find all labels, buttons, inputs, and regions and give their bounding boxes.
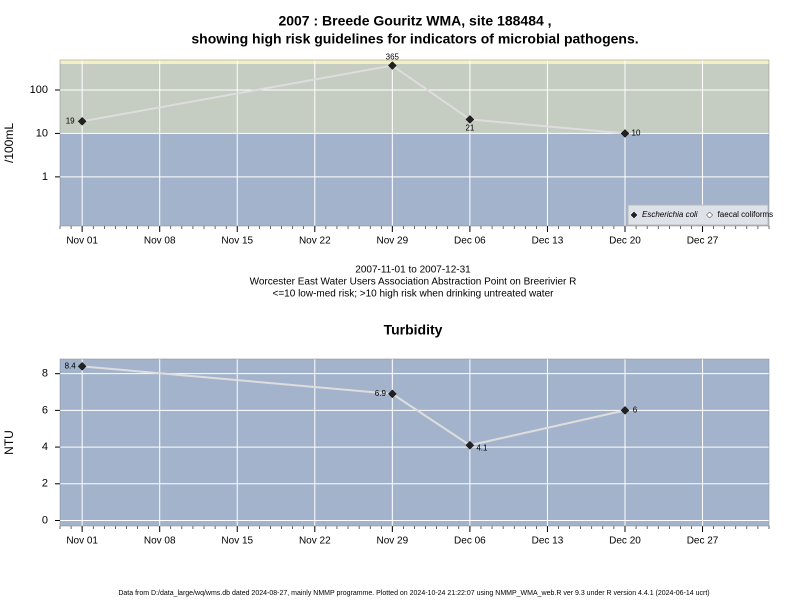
x-tick-label: Dec 27 — [687, 236, 719, 247]
x-tick-label: Nov 01 — [66, 236, 98, 247]
x-tick-label: Dec 06 — [454, 536, 486, 547]
x-tick-label: Dec 20 — [609, 536, 641, 547]
risk-band — [60, 60, 769, 64]
x-tick-label: Dec 27 — [687, 536, 719, 547]
x-tick-label: Nov 15 — [221, 536, 253, 547]
y-tick-label: 2 — [42, 478, 48, 490]
data-label: 6 — [633, 405, 638, 414]
y-tick-label: 6 — [42, 404, 48, 416]
annotation: <=10 low-med risk; >10 high risk when dr… — [273, 289, 555, 300]
legend-label: faecal coliforms — [718, 210, 774, 219]
data-label: 8.4 — [65, 361, 77, 370]
legend-symbol — [706, 211, 713, 219]
x-tick-label: Nov 08 — [144, 536, 176, 547]
y-tick-label: 10 — [36, 127, 48, 139]
y-tick-label: 4 — [42, 441, 48, 453]
x-tick-label: Nov 01 — [66, 536, 98, 547]
chart-title: 2007 : Breede Gouritz WMA, site 188484 , — [278, 13, 551, 29]
x-tick-label: Nov 15 — [221, 236, 253, 247]
legend-symbol — [630, 211, 638, 219]
x-tick-label: Nov 08 — [144, 236, 176, 247]
plot-frame — [59, 358, 770, 527]
data-point — [465, 440, 475, 450]
x-tick-label: Nov 22 — [299, 536, 331, 547]
y-tick-label: 1 — [42, 171, 48, 183]
x-tick-label: Nov 29 — [377, 536, 409, 547]
y-tick-label: 0 — [42, 514, 48, 526]
y-tick-label: 8 — [42, 368, 48, 380]
x-tick-label: Nov 22 — [299, 236, 331, 247]
series-line — [81, 64, 626, 135]
risk-band — [60, 359, 769, 526]
risk-band — [60, 63, 769, 134]
annotation: 2007-11-01 to 2007-12-31 — [355, 265, 471, 276]
y-axis-label: /100mL — [2, 123, 16, 163]
legend-label: Escherichia coli — [642, 210, 698, 219]
data-point — [387, 389, 397, 399]
data-label: 4.1 — [476, 443, 488, 452]
data-label: 21 — [465, 124, 474, 133]
x-tick-label: Dec 13 — [532, 536, 564, 547]
data-label: 19 — [66, 116, 75, 125]
x-tick-label: Dec 13 — [532, 236, 564, 247]
x-tick-label: Dec 20 — [609, 236, 641, 247]
y-tick-label: 100 — [30, 84, 48, 96]
annotation: Worcester East Water Users Association A… — [250, 277, 577, 288]
data-label: 6.9 — [375, 389, 387, 398]
data-point — [77, 361, 87, 371]
footer: Data from D:/data_large/wq/wms.db dated … — [118, 590, 709, 597]
series-line — [82, 365, 626, 447]
x-tick-label: Nov 29 — [377, 236, 409, 247]
legend-box — [627, 204, 769, 226]
x-tick-label: Dec 06 — [454, 236, 486, 247]
y-axis-label: NTU — [2, 430, 16, 455]
data-point — [465, 115, 475, 124]
chart-subtitle: showing high risk guidelines for indicat… — [191, 31, 638, 47]
data-point — [77, 116, 87, 126]
data-point — [620, 406, 630, 415]
data-point — [620, 129, 630, 138]
data-label: 365 — [386, 53, 400, 62]
data-label: 10 — [632, 129, 641, 138]
chart-title: Turbidity — [384, 322, 443, 338]
plot-frame — [59, 59, 770, 227]
data-point — [387, 61, 397, 70]
